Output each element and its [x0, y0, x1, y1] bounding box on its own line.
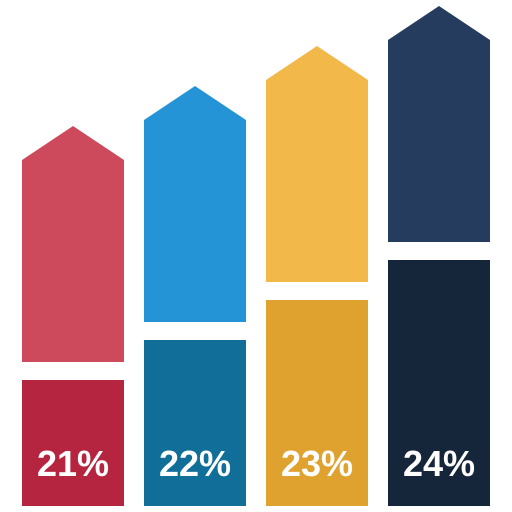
- bar-arrow-4: [388, 6, 490, 242]
- bar-base-1: [22, 380, 124, 506]
- bar-arrow-2: [144, 86, 246, 322]
- bar-base-3: [266, 300, 368, 506]
- value-label-2: 22%: [159, 443, 231, 484]
- value-label-3: 23%: [281, 443, 353, 484]
- value-label-1: 21%: [37, 443, 109, 484]
- bar-base-2: [144, 340, 246, 506]
- bar-arrow-3: [266, 46, 368, 282]
- bar-arrow-1: [22, 126, 124, 362]
- value-label-4: 24%: [403, 443, 475, 484]
- bars-group: 21% 22% 23% 24%: [22, 6, 490, 506]
- bar-base-4: [388, 260, 490, 506]
